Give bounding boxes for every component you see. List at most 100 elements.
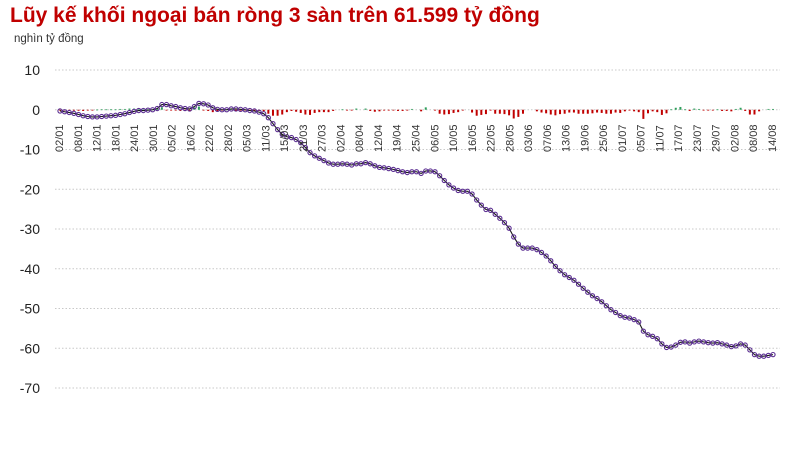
cumulative-point: [200, 101, 207, 107]
cumulative-point: [714, 340, 721, 346]
daily-bar: [281, 109, 284, 115]
daily-bar: [77, 109, 80, 111]
cumulative-point: [293, 136, 299, 143]
cumulative-point: [173, 103, 179, 110]
daily-bar: [207, 109, 210, 111]
daily-bar: [725, 109, 728, 111]
x-tick-label: 19/06: [579, 124, 591, 152]
cumulative-point: [131, 108, 137, 114]
x-tick-label: 25/04: [411, 124, 423, 152]
x-tick-label: 11/03: [260, 125, 272, 152]
cumulative-point: [654, 336, 660, 342]
cumulative-point: [316, 155, 322, 161]
daily-bar: [540, 109, 543, 113]
cumulative-point: [608, 307, 614, 313]
daily-bar: [498, 109, 501, 114]
cumulative-point: [367, 161, 373, 167]
cumulative-point: [580, 285, 586, 291]
cumulative-point: [362, 159, 369, 166]
y-tick-label: -70: [20, 380, 40, 396]
daily-bar: [711, 109, 714, 111]
daily-bar: [596, 109, 599, 113]
y-tick-label: -40: [20, 261, 40, 277]
daily-bar: [545, 109, 548, 114]
cumulative-point: [761, 353, 767, 359]
x-tick-label: 03/06: [523, 124, 535, 152]
cumulative-point: [284, 134, 290, 140]
x-tick-label: 27/03: [317, 124, 329, 152]
cumulative-point: [427, 168, 434, 174]
daily-bar: [600, 109, 603, 113]
cumulative-point: [612, 309, 619, 316]
cumulative-point: [511, 234, 517, 240]
cumulative-point: [543, 253, 549, 259]
daily-bar: [688, 109, 691, 111]
daily-bar: [295, 109, 298, 112]
cumulative-point: [742, 342, 748, 348]
daily-bar: [554, 109, 557, 116]
daily-bar: [577, 109, 580, 114]
x-tick-label: 12/01: [92, 124, 104, 152]
cumulative-point: [274, 126, 281, 133]
daily-bar: [503, 109, 506, 115]
cumulative-point: [186, 106, 193, 112]
daily-bar: [332, 109, 335, 111]
cumulative-point: [57, 108, 63, 114]
daily-bar: [373, 109, 376, 112]
cumulative-point: [251, 108, 258, 114]
daily-bar: [753, 109, 756, 115]
cumulative-point: [404, 169, 410, 176]
cumulative-point: [649, 333, 656, 339]
daily-bar: [480, 109, 483, 115]
x-tick-label: 24/01: [129, 124, 141, 152]
cumulative-point: [349, 162, 355, 168]
cumulative-point: [413, 169, 420, 175]
daily-bar: [586, 109, 589, 114]
cumulative-point: [483, 206, 489, 213]
x-tick-label: 08/01: [73, 124, 85, 152]
daily-bar: [350, 109, 353, 111]
daily-bar: [707, 109, 710, 111]
x-tick-label: 28/02: [223, 124, 235, 152]
cumulative-point: [497, 215, 503, 221]
daily-bar: [582, 109, 585, 114]
cumulative-point: [432, 169, 438, 175]
daily-bar: [730, 109, 733, 112]
daily-bar: [665, 109, 668, 114]
cumulative-point: [261, 111, 267, 117]
daily-bar: [660, 109, 663, 115]
x-tick-label: 07/06: [542, 124, 554, 152]
x-tick-label: 02/01: [54, 124, 66, 152]
daily-bar: [748, 109, 751, 115]
cumulative-point: [478, 202, 484, 208]
daily-bar: [387, 109, 390, 111]
cumulative-point: [112, 112, 119, 118]
daily-bar: [216, 109, 219, 112]
cumulative-point: [751, 351, 758, 358]
cumulative-point: [66, 109, 72, 116]
cumulative-point: [599, 299, 605, 305]
daily-bar: [563, 109, 566, 114]
y-tick-label: -60: [20, 340, 40, 356]
cumulative-point: [298, 140, 304, 146]
cumulative-point: [302, 144, 309, 151]
cumulative-point: [210, 105, 216, 111]
daily-bar: [309, 109, 312, 115]
cumulative-point: [358, 161, 364, 167]
daily-bar: [304, 109, 307, 115]
daily-bar: [119, 108, 122, 110]
daily-bar: [591, 109, 594, 114]
daily-bar: [396, 109, 399, 111]
cumulative-point: [737, 341, 744, 347]
cumulative-point: [464, 188, 471, 194]
x-tick-label: 18/01: [110, 124, 122, 152]
cumulative-point: [344, 161, 350, 167]
cumulative-point: [446, 182, 452, 188]
cumulative-point: [321, 157, 327, 164]
cumulative-point: [256, 109, 262, 115]
daily-bar: [438, 109, 441, 114]
daily-bar: [623, 109, 626, 112]
daily-bar: [721, 109, 724, 111]
cumulative-point: [571, 277, 577, 283]
daily-bar: [420, 109, 423, 112]
